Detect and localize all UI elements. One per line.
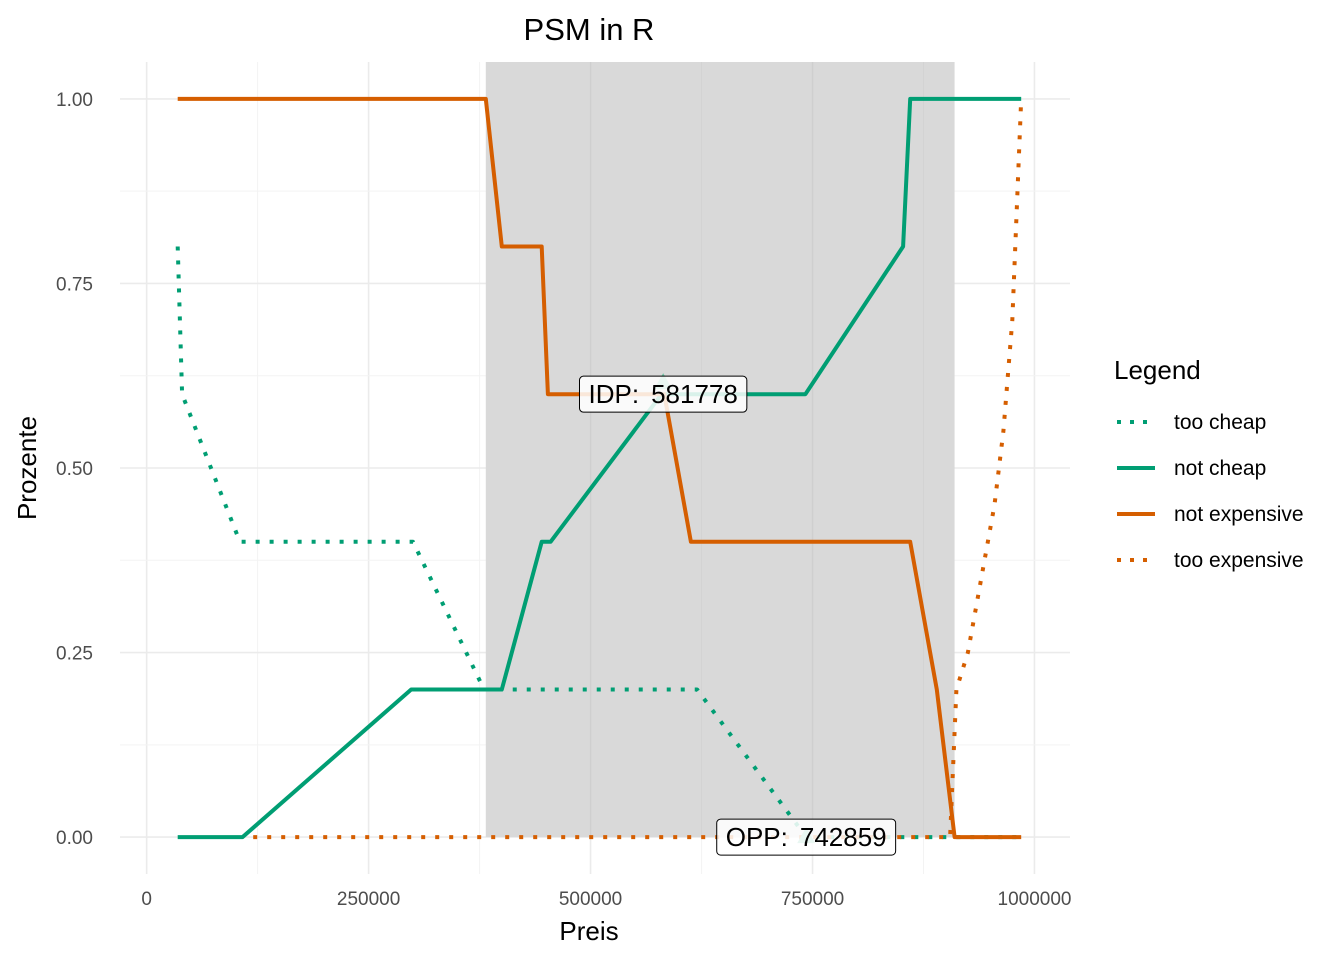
x-tick-label: 250000 <box>337 889 400 910</box>
legend-label: not expensive <box>1174 503 1304 526</box>
legend: Legend too cheap not cheap not expensive to… <box>1114 355 1304 572</box>
shaded-range <box>485 62 955 838</box>
x-tick-label: 500000 <box>559 889 622 910</box>
annotation-box <box>716 818 897 856</box>
y-tick-label: 0.00 <box>56 828 93 849</box>
x-tick-label: 1000000 <box>998 889 1072 910</box>
y-tick-label: 1.00 <box>56 90 93 111</box>
annotations-layer: IDP: 581778 OPP: 742859 <box>578 375 897 856</box>
series-line-not-cheap <box>177 96 1022 840</box>
legend-title: Legend <box>1114 355 1201 385</box>
acceptable-price-range <box>485 62 955 838</box>
annotation-prefix: IDP: <box>588 379 639 409</box>
y-tick-label: 0.75 <box>56 274 93 295</box>
annotation-value: 742859 <box>800 822 887 852</box>
annotation-1: IDP: 581778 <box>578 375 748 413</box>
legend-label: too expensive <box>1174 549 1304 572</box>
x-axis-ticks: 0 250000 500000 750000 1000000 <box>141 889 1071 910</box>
annotation-box <box>578 375 748 413</box>
legend-label: too cheap <box>1174 411 1266 434</box>
annotation-label: IDP: 581778 <box>588 379 737 409</box>
x-tick-label: 0 <box>141 889 152 910</box>
y-tick-label: 0.25 <box>56 644 93 665</box>
chart-title: PSM in R <box>524 12 655 47</box>
annotation-label: OPP: 742859 <box>726 822 887 852</box>
x-axis-title: Preis <box>559 916 618 946</box>
annotation-2: OPP: 742859 <box>716 818 897 856</box>
y-tick-label: 0.50 <box>56 459 93 480</box>
annotation-prefix: OPP: <box>726 822 788 852</box>
y-axis-ticks: 0.00 0.25 0.50 0.75 1.00 <box>56 90 93 849</box>
annotation-value: 581778 <box>651 379 738 409</box>
legend-label: not cheap <box>1174 457 1266 480</box>
x-tick-label: 750000 <box>781 889 844 910</box>
y-axis-title: Prozente <box>12 416 42 520</box>
